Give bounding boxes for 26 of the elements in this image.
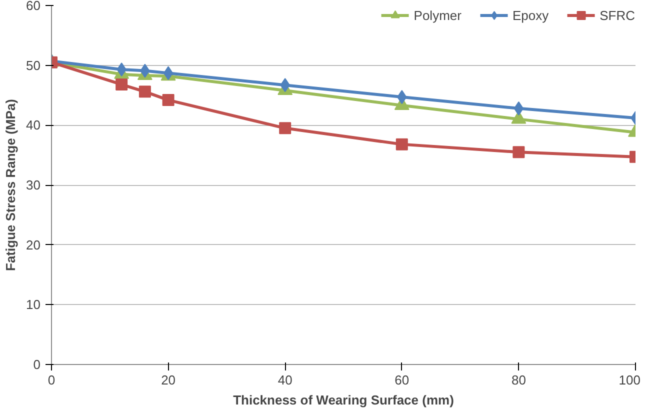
point <box>162 94 174 106</box>
point <box>514 101 524 116</box>
legend-label: Epoxy <box>512 8 549 22</box>
point <box>163 66 174 80</box>
y-tick-label: 20 <box>26 237 41 252</box>
x-tick-label: 100 <box>618 372 641 388</box>
x-tick-label: 80 <box>511 372 526 388</box>
x-axis-title: Thickness of Wearing Surface (mm) <box>233 392 454 408</box>
y-tick-label: 10 <box>26 297 41 312</box>
point <box>279 122 292 134</box>
y-tick-label: 50 <box>26 58 41 73</box>
y-tick-label: 0 <box>33 357 41 372</box>
legend-label: Polymer <box>414 8 462 22</box>
x-tick-label: 20 <box>161 372 176 388</box>
y-tick-label: 30 <box>26 178 41 192</box>
x-tick-label: 60 <box>394 372 410 388</box>
y-tick-label: 60 <box>26 0 41 13</box>
point <box>512 146 525 158</box>
point <box>138 86 151 98</box>
x-tick-label: 0 <box>48 372 56 388</box>
y-tick-label: 40 <box>26 118 41 133</box>
legend-label: SFRC <box>600 8 635 22</box>
point <box>116 78 128 90</box>
x-tick-label: 40 <box>278 372 292 388</box>
point <box>396 138 408 150</box>
y-axis-title: Fatigue Stress Range (MPa) <box>3 99 18 271</box>
